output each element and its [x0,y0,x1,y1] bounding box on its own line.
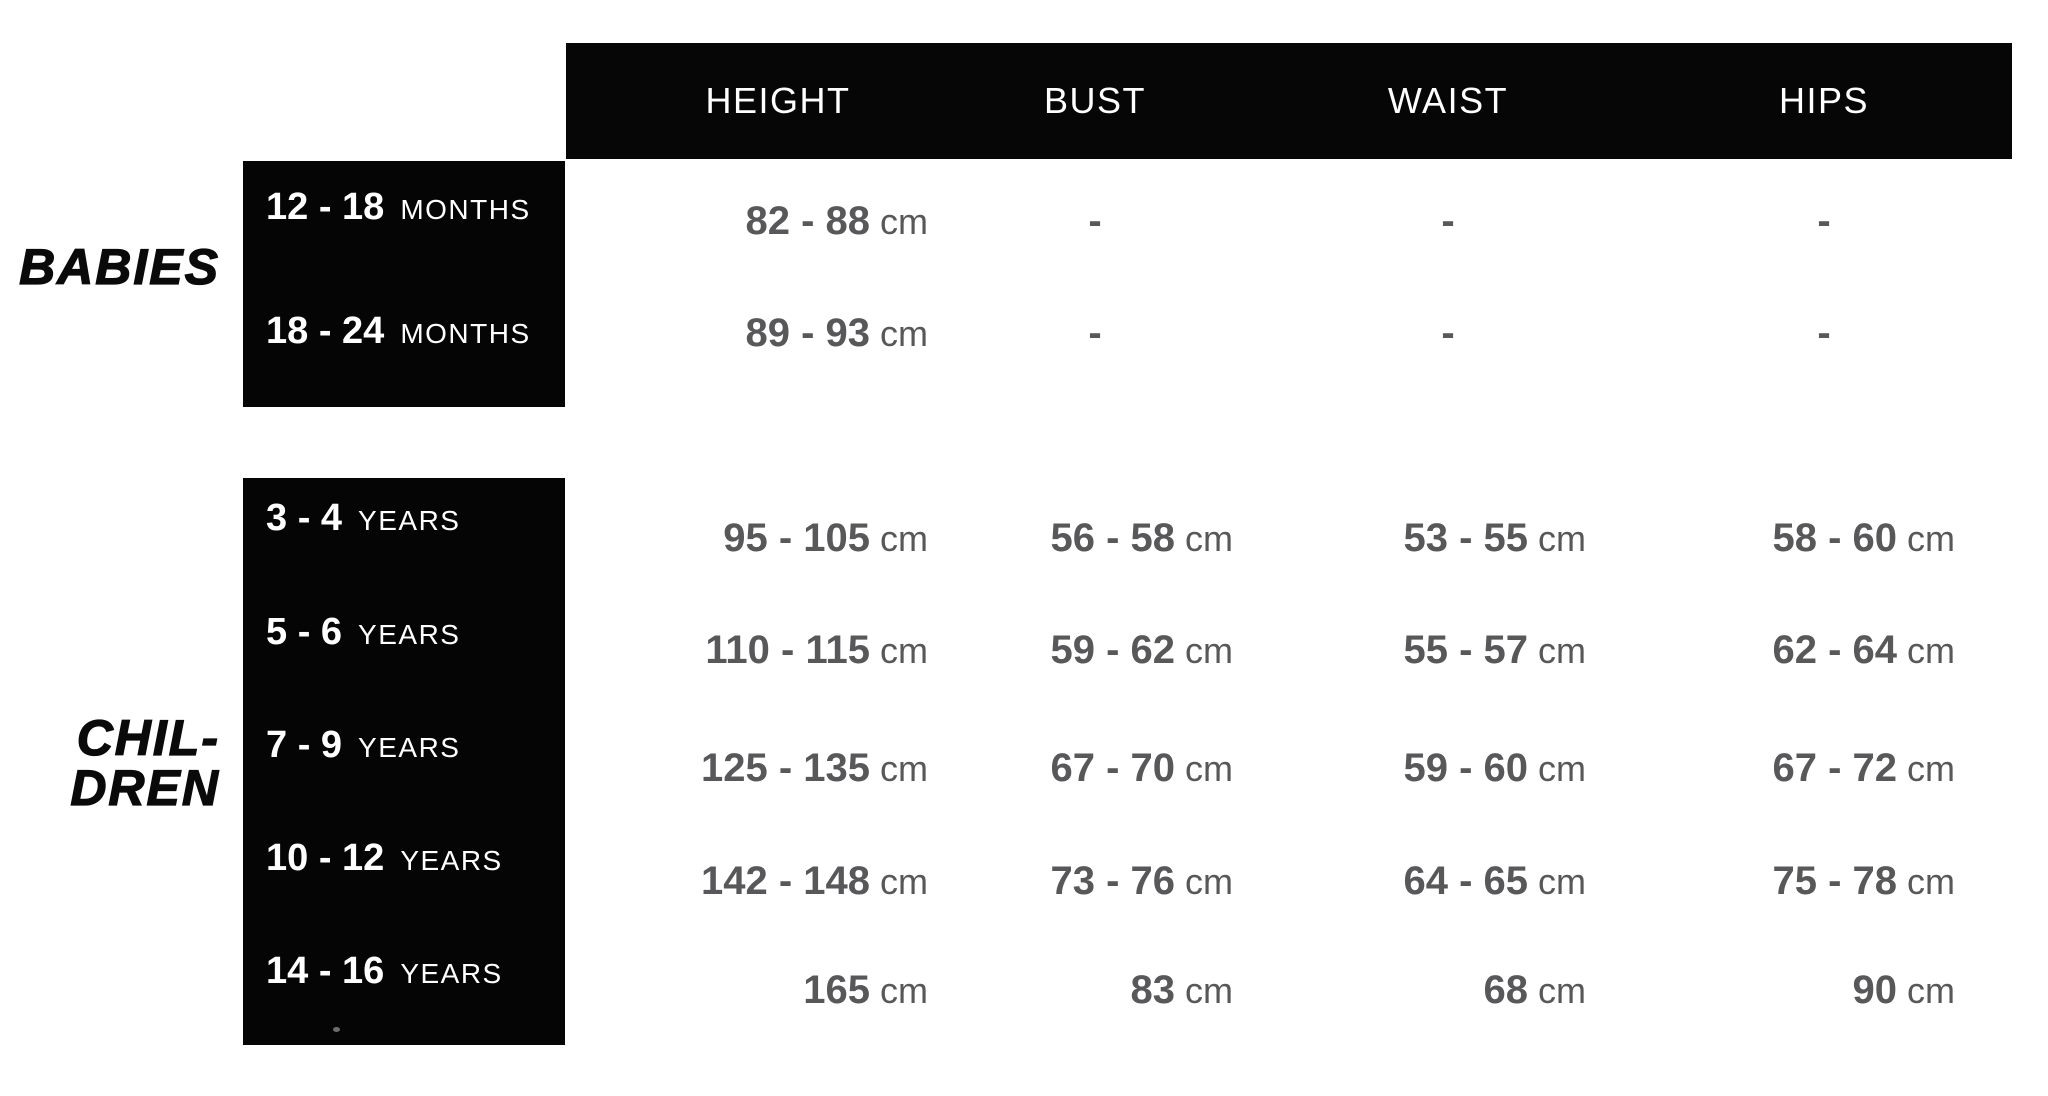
size-unit: MONTHS [400,194,531,225]
cell-ch3-waist: 59 - 60 cm [1403,746,1586,790]
cell-ch2-bust: 59 - 62 cm [1050,628,1233,672]
group-label-children-line1: CHIL- [76,710,220,766]
cell-ch4-height: 142 - 148 cm [700,859,928,903]
cell-babies1-hips: - [1817,199,1831,243]
header-bar [566,43,2012,159]
row-label-18-24-months: 18 - 24 MONTHS [266,309,531,356]
cell-ch1-bust: 56 - 58 cm [1050,516,1233,560]
cell-ch2-hips: 62 - 64 cm [1772,628,1955,672]
size-unit: YEARS [358,505,461,536]
group-label-babies: BABIES [18,239,220,295]
cell-ch2-waist: 55 - 57 cm [1403,628,1586,672]
cell-babies1-bust: - [1088,199,1102,243]
row-label-5-6-years: 5 - 6 YEARS [266,610,460,657]
row-label-14-16-years: 14 - 16 YEARS [266,949,503,996]
cell-ch1-height: 95 - 105 cm [723,516,928,560]
cell-babies2-hips: - [1817,311,1831,355]
size-range: 5 - 6 [266,611,343,653]
cell-babies2-waist: - [1441,311,1455,355]
babies-size-box [243,161,565,407]
cell-babies1-height: 82 - 88 cm [745,199,928,243]
cell-ch5-bust: 83 cm [1130,968,1234,1012]
column-header-waist: WAIST [1387,80,1509,121]
size-range: 12 - 18 [266,186,385,228]
cell-ch5-waist: 68 cm [1483,968,1587,1012]
cell-babies2-height: 89 - 93 cm [745,311,928,355]
size-range: 14 - 16 [266,950,385,992]
group-label-children: CHIL- DREN [70,710,220,816]
column-header-bust: BUST [1043,80,1147,121]
cell-ch3-height: 125 - 135 cm [700,746,928,790]
cell-ch3-hips: 67 - 72 cm [1772,746,1955,790]
size-unit: MONTHS [400,318,531,349]
cell-ch4-bust: 73 - 76 cm [1050,859,1233,903]
size-unit: YEARS [358,732,461,763]
speck-artifact [333,1027,340,1032]
cell-ch5-hips: 90 cm [1852,968,1956,1012]
size-range: 3 - 4 [266,497,343,539]
column-header-hips: HIPS [1778,80,1870,121]
cell-babies1-waist: - [1441,199,1455,243]
size-range: 10 - 12 [266,837,385,879]
size-unit: YEARS [400,845,503,876]
row-label-7-9-years: 7 - 9 YEARS [266,723,460,770]
group-label-children-line2: DREN [70,760,220,816]
cell-ch4-hips: 75 - 78 cm [1772,859,1955,903]
row-label-12-18-months: 12 - 18 MONTHS [266,185,531,232]
size-range: 18 - 24 [266,310,385,352]
row-label-3-4-years: 3 - 4 YEARS [266,496,460,543]
cell-ch3-bust: 67 - 70 cm [1050,746,1233,790]
size-unit: YEARS [400,958,503,989]
cell-ch5-height: 165 cm [803,968,928,1012]
size-range: 7 - 9 [266,724,343,766]
cell-ch1-hips: 58 - 60 cm [1772,516,1955,560]
cell-ch4-waist: 64 - 65 cm [1403,859,1586,903]
cell-ch2-height: 110 - 115 cm [705,628,928,672]
size-unit: YEARS [358,619,461,650]
cell-ch1-waist: 53 - 55 cm [1403,516,1586,560]
row-label-10-12-years: 10 - 12 YEARS [266,836,503,883]
group-label-babies-line: BABIES [18,239,220,295]
children-size-box [243,478,565,1045]
cell-babies2-bust: - [1088,311,1102,355]
column-header-height: HEIGHT [705,80,851,121]
